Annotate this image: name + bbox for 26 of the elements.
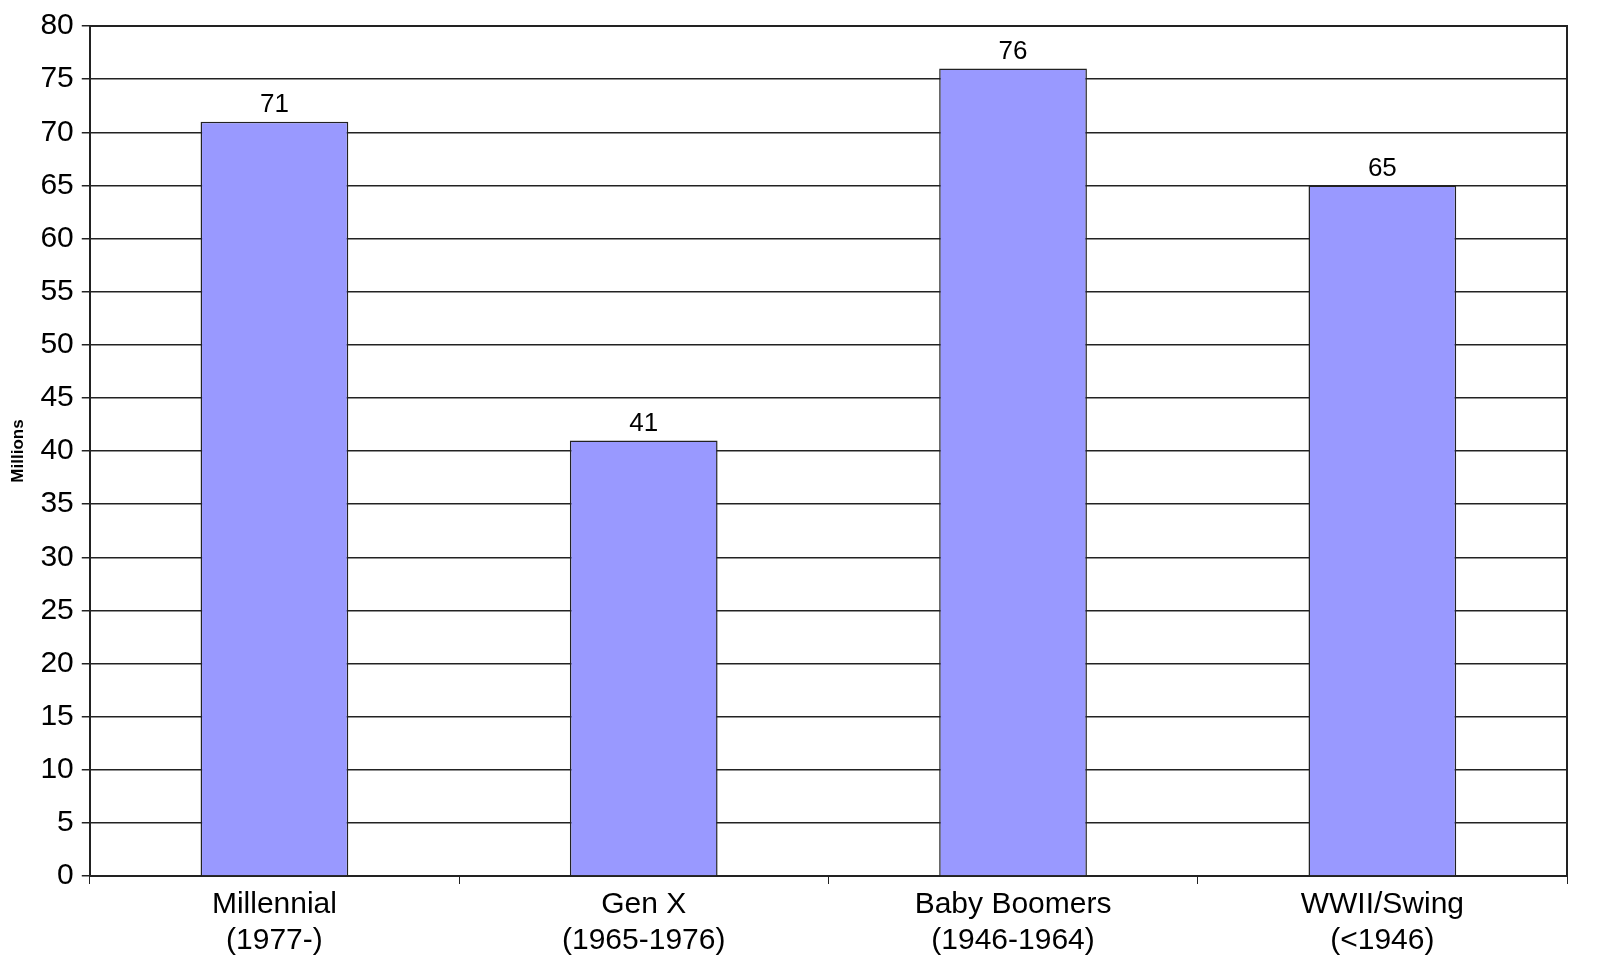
y-tick-label: 15	[40, 697, 74, 731]
y-axis-title: Millions	[7, 419, 27, 483]
y-tick-label: 25	[40, 591, 74, 625]
y-tick-label: 70	[40, 113, 74, 147]
data-label: 41	[629, 406, 659, 437]
y-tick-label: 30	[40, 538, 74, 572]
y-tick-label: 35	[40, 485, 74, 519]
y-tick-label: 0	[57, 857, 74, 891]
y-tick-label: 65	[40, 166, 74, 200]
y-tick-label: 50	[40, 326, 74, 360]
y-tick-label: 60	[40, 219, 74, 253]
x-tick-label: Millennial (1977-)	[211, 886, 337, 956]
x-tick-label: Gen X (1965-1976)	[562, 886, 726, 956]
y-tick-label: 10	[40, 751, 74, 785]
data-label: 71	[259, 87, 289, 118]
y-tick-label: 80	[40, 7, 74, 41]
x-tick-label: WWII/Swing (<1946)	[1300, 886, 1465, 956]
y-tick-label: 40	[40, 432, 74, 466]
y-tick-label: 5	[57, 804, 74, 838]
data-label: 76	[998, 34, 1028, 65]
y-tick-label: 45	[40, 379, 74, 413]
data-label: 65	[1367, 151, 1397, 182]
y-tick-label: 75	[40, 60, 74, 94]
x-tick-label: Baby Boomers (1946-1964)	[914, 886, 1112, 956]
y-tick-label: 55	[40, 272, 74, 306]
y-tick-label: 20	[40, 644, 74, 678]
